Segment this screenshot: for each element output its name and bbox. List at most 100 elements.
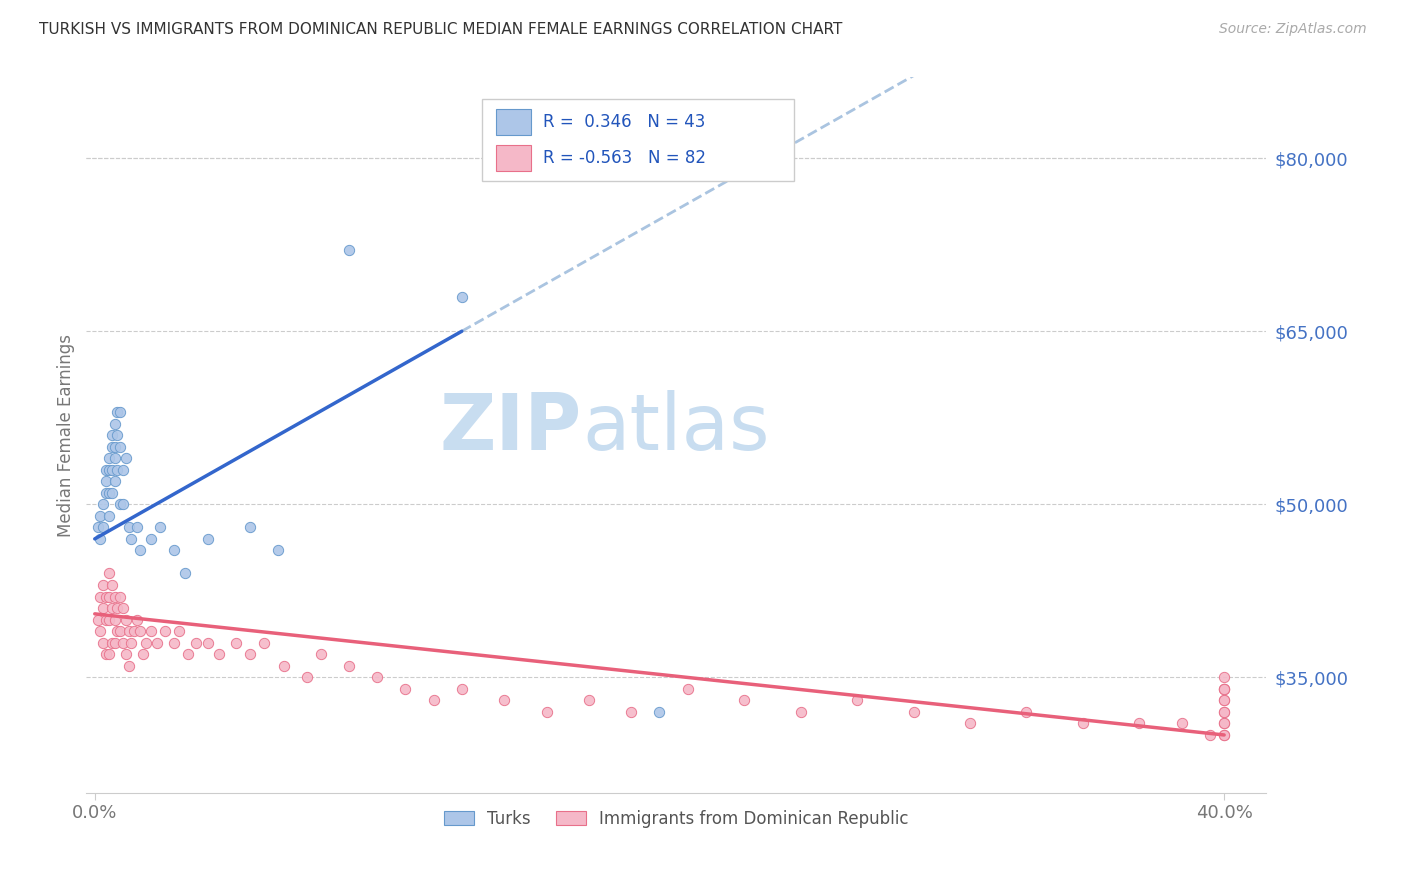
Point <box>903 705 925 719</box>
Point <box>494 693 516 707</box>
Point <box>450 681 472 696</box>
Point <box>1213 681 1236 696</box>
Point <box>117 658 139 673</box>
Point <box>94 590 117 604</box>
Point <box>91 520 114 534</box>
Point <box>108 440 131 454</box>
Text: Source: ZipAtlas.com: Source: ZipAtlas.com <box>1219 22 1367 37</box>
Point <box>97 647 120 661</box>
Point <box>89 532 111 546</box>
Point <box>114 451 136 466</box>
Point <box>97 566 120 581</box>
Point <box>127 520 149 534</box>
Point <box>1213 670 1236 684</box>
Point <box>89 624 111 639</box>
Point <box>959 716 981 731</box>
Point <box>94 613 117 627</box>
Point <box>127 613 149 627</box>
Legend: Turks, Immigrants from Dominican Republic: Turks, Immigrants from Dominican Republi… <box>437 803 915 834</box>
Point <box>337 244 360 258</box>
FancyBboxPatch shape <box>482 99 794 181</box>
Point <box>97 463 120 477</box>
Text: atlas: atlas <box>582 390 769 466</box>
Point <box>1213 705 1236 719</box>
Point <box>94 647 117 661</box>
Point <box>225 636 247 650</box>
Point <box>141 532 163 546</box>
Point <box>676 681 699 696</box>
Point <box>100 428 122 442</box>
Point <box>239 647 262 661</box>
Point <box>146 636 169 650</box>
Point <box>149 520 172 534</box>
Point <box>103 590 125 604</box>
Point <box>97 485 120 500</box>
Point <box>121 636 143 650</box>
Point <box>105 463 128 477</box>
Point <box>103 636 125 650</box>
Point <box>1015 705 1038 719</box>
Point <box>1213 716 1236 731</box>
Point <box>100 601 122 615</box>
Point <box>1213 681 1236 696</box>
Point <box>117 624 139 639</box>
Point <box>155 624 177 639</box>
Point <box>186 636 208 650</box>
Point <box>337 658 360 673</box>
Point <box>100 463 122 477</box>
Point <box>1213 693 1236 707</box>
Point <box>1128 716 1150 731</box>
Point <box>1213 693 1236 707</box>
Point <box>121 532 143 546</box>
Point <box>163 636 186 650</box>
Point <box>789 705 811 719</box>
FancyBboxPatch shape <box>496 109 531 135</box>
Point <box>197 532 219 546</box>
Point <box>91 636 114 650</box>
Point <box>105 405 128 419</box>
Point <box>1071 716 1094 731</box>
Text: TURKISH VS IMMIGRANTS FROM DOMINICAN REPUBLIC MEDIAN FEMALE EARNINGS CORRELATION: TURKISH VS IMMIGRANTS FROM DOMINICAN REP… <box>39 22 842 37</box>
Point <box>1213 716 1236 731</box>
Point <box>422 693 444 707</box>
Point <box>132 647 155 661</box>
Point <box>100 440 122 454</box>
Point <box>111 601 134 615</box>
Point <box>129 543 152 558</box>
Point <box>100 485 122 500</box>
Point <box>91 601 114 615</box>
Point <box>1213 728 1236 742</box>
Point <box>114 647 136 661</box>
Point <box>366 670 388 684</box>
Point <box>648 705 671 719</box>
Point <box>1213 681 1236 696</box>
Point <box>114 613 136 627</box>
Point <box>208 647 231 661</box>
Point <box>97 590 120 604</box>
Point <box>105 601 128 615</box>
FancyBboxPatch shape <box>496 145 531 171</box>
Point <box>108 405 131 419</box>
Point <box>103 613 125 627</box>
Point <box>94 463 117 477</box>
Point <box>846 693 869 707</box>
Point <box>578 693 600 707</box>
Point <box>86 520 108 534</box>
Point <box>1199 728 1222 742</box>
Point <box>91 497 114 511</box>
Point <box>620 705 643 719</box>
Point <box>239 520 262 534</box>
Point <box>108 590 131 604</box>
Point <box>450 290 472 304</box>
Point <box>163 543 186 558</box>
Point <box>103 440 125 454</box>
Point <box>141 624 163 639</box>
Point <box>295 670 318 684</box>
Text: R = -0.563   N = 82: R = -0.563 N = 82 <box>543 149 706 167</box>
Point <box>394 681 416 696</box>
Point <box>89 508 111 523</box>
Point <box>197 636 219 650</box>
Point <box>111 463 134 477</box>
Point <box>1213 705 1236 719</box>
Point <box>97 613 120 627</box>
